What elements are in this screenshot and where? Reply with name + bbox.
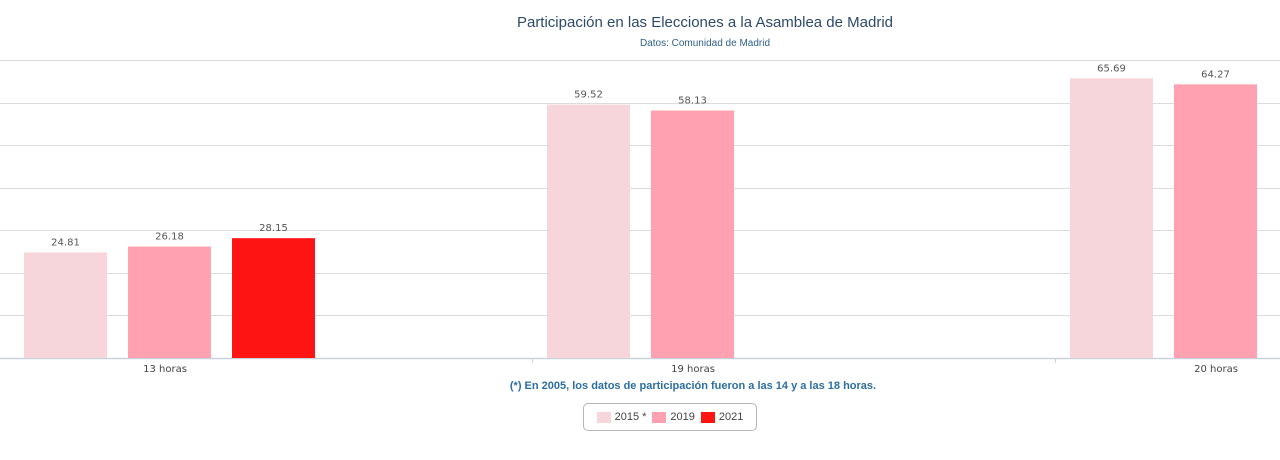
legend-swatch-2015 — [596, 411, 611, 423]
data-label: 64.27 — [1201, 69, 1230, 80]
x-tick-label: 13 horas — [143, 364, 187, 375]
chart-legend: 2015 * 2019 2021 — [583, 403, 757, 431]
legend-label-2021: 2021 — [718, 411, 744, 423]
data-label: 28.15 — [259, 223, 288, 234]
x-tick-label: 20 horas — [1194, 364, 1238, 375]
bar — [547, 104, 630, 358]
chart-footnote: (*) En 2005, los datos de participación … — [509, 380, 877, 392]
data-label: 65.69 — [1097, 63, 1126, 74]
legend-item-2015[interactable]: 2015 * — [596, 411, 647, 423]
chart-title: Participación en las Elecciones a la Asa… — [516, 14, 894, 31]
bar — [1070, 78, 1153, 358]
legend-swatch-2021 — [700, 411, 715, 423]
data-label: 59.52 — [574, 90, 603, 101]
legend-swatch-2019 — [652, 411, 667, 423]
bar — [1174, 84, 1257, 358]
bar — [651, 110, 734, 358]
data-label: 58.13 — [678, 96, 707, 107]
bar — [128, 246, 211, 358]
bar — [24, 252, 107, 358]
data-label: 26.18 — [155, 232, 184, 243]
x-tick-label: 19 horas — [671, 364, 715, 375]
legend-label-2015: 2015 * — [614, 411, 647, 423]
legend-item-2019[interactable]: 2019 — [652, 411, 695, 423]
legend-item-2021[interactable]: 2021 — [700, 411, 744, 423]
legend-label-2019: 2019 — [670, 411, 695, 423]
chart-subtitle: Datos: Comunidad de Madrid — [639, 38, 771, 49]
data-label: 24.81 — [51, 237, 80, 248]
bar — [232, 238, 315, 358]
